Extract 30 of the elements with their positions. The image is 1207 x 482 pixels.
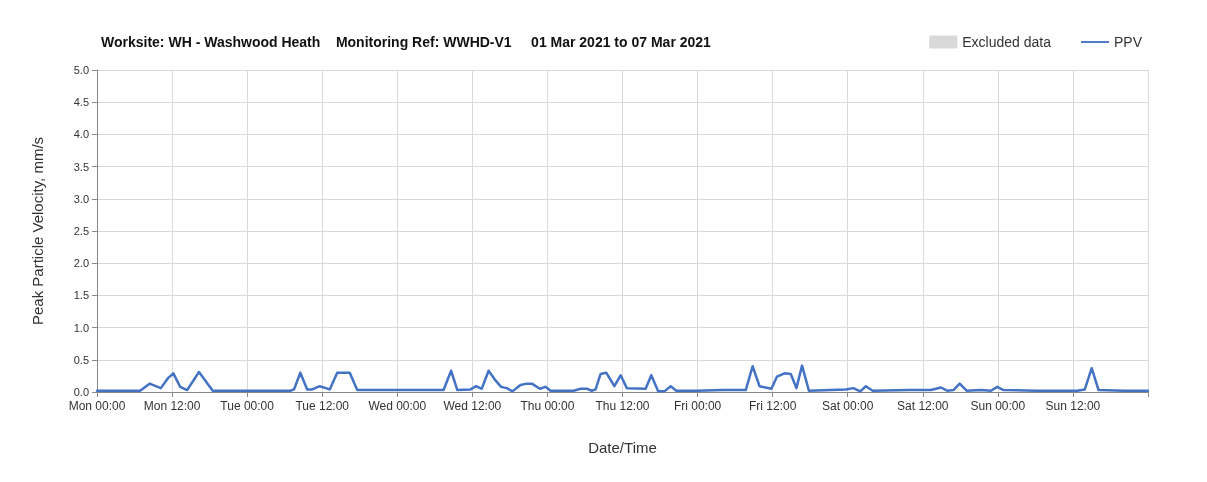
x-tick-label: Tue 12:00 [295, 399, 350, 413]
y-tick-label: 1.0 [73, 321, 89, 334]
y-tick-label: 3.0 [73, 192, 89, 205]
x-tick-label: Sat 00:00 [822, 399, 874, 413]
chart-title: Worksite: WH - Washwood Heath Monitoring Ref: WWHD-V1 01 Mar 2021 to 07 Mar 2021 [101, 34, 712, 50]
x-tick-label: Tue 00:00 [220, 399, 275, 413]
x-tick-label: Thu 00:00 [520, 399, 575, 413]
x-tick-label: Sun 12:00 [1045, 399, 1101, 413]
y-tick-label: 0.5 [73, 353, 89, 366]
y-tick-label: 5.0 [73, 64, 89, 76]
x-tick-label: Sat 12:00 [897, 399, 949, 413]
x-axis-title: Date/Time [588, 439, 657, 456]
y-tick-label: 4.0 [73, 128, 89, 141]
y-tick-label: 1.5 [73, 289, 89, 302]
y-tick-label: 3.5 [73, 160, 89, 173]
x-tick-label: Fri 12:00 [748, 399, 797, 413]
x-tick-label: Thu 12:00 [595, 399, 650, 413]
legend-label: PPV [1113, 34, 1143, 50]
y-tick-label: 2.0 [73, 257, 89, 270]
x-tick-label: Wed 12:00 [443, 399, 502, 413]
y-tick-label: 0.0 [73, 386, 89, 398]
x-tick-label: Sun 00:00 [970, 399, 1026, 413]
x-tick-label: Wed 00:00 [368, 399, 427, 413]
y-tick-label: 2.5 [73, 225, 89, 237]
y-axis-title: Peak Particle Velocity, mm/s [29, 136, 46, 326]
y-tick-label: 4.5 [73, 96, 89, 109]
x-tick-label: Mon 00:00 [68, 399, 126, 413]
x-tick-label: Fri 00:00 [673, 399, 722, 413]
legend-label: Excluded data [962, 34, 1052, 50]
x-tick-label: Mon 12:00 [143, 399, 201, 413]
